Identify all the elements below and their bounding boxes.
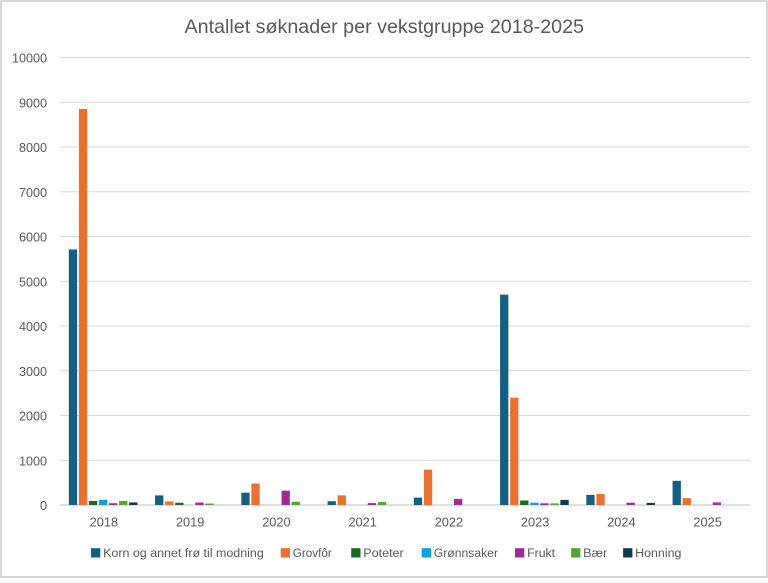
svg-text:Korn og annet frø til modning: Korn og annet frø til modning	[103, 546, 264, 560]
svg-text:2020: 2020	[262, 515, 290, 530]
svg-text:6000: 6000	[19, 231, 47, 245]
svg-text:Bær: Bær	[583, 546, 607, 560]
svg-text:2019: 2019	[176, 515, 204, 530]
svg-text:Frukt: Frukt	[527, 546, 556, 560]
svg-text:2000: 2000	[19, 410, 47, 424]
svg-text:2018: 2018	[90, 515, 118, 530]
svg-text:2021: 2021	[348, 515, 376, 530]
svg-text:8000: 8000	[19, 141, 47, 155]
svg-text:Grønnsaker: Grønnsaker	[434, 546, 498, 560]
svg-text:Antallet søknader per vekstgru: Antallet søknader per vekstgruppe 2018-2…	[185, 16, 585, 38]
svg-text:0: 0	[40, 499, 47, 513]
svg-text:5000: 5000	[19, 275, 47, 289]
svg-text:1000: 1000	[19, 454, 47, 468]
svg-text:Grovfôr: Grovfôr	[293, 546, 332, 560]
svg-text:2025: 2025	[693, 515, 721, 530]
svg-text:Poteter: Poteter	[363, 546, 403, 560]
svg-text:3000: 3000	[19, 365, 47, 379]
svg-text:10000: 10000	[12, 52, 47, 66]
svg-text:Honning: Honning	[635, 546, 681, 560]
svg-text:2023: 2023	[521, 515, 549, 530]
svg-text:4000: 4000	[19, 320, 47, 334]
svg-text:2022: 2022	[435, 515, 463, 530]
svg-text:9000: 9000	[19, 96, 47, 110]
svg-text:2024: 2024	[607, 515, 635, 530]
svg-text:7000: 7000	[19, 186, 47, 200]
